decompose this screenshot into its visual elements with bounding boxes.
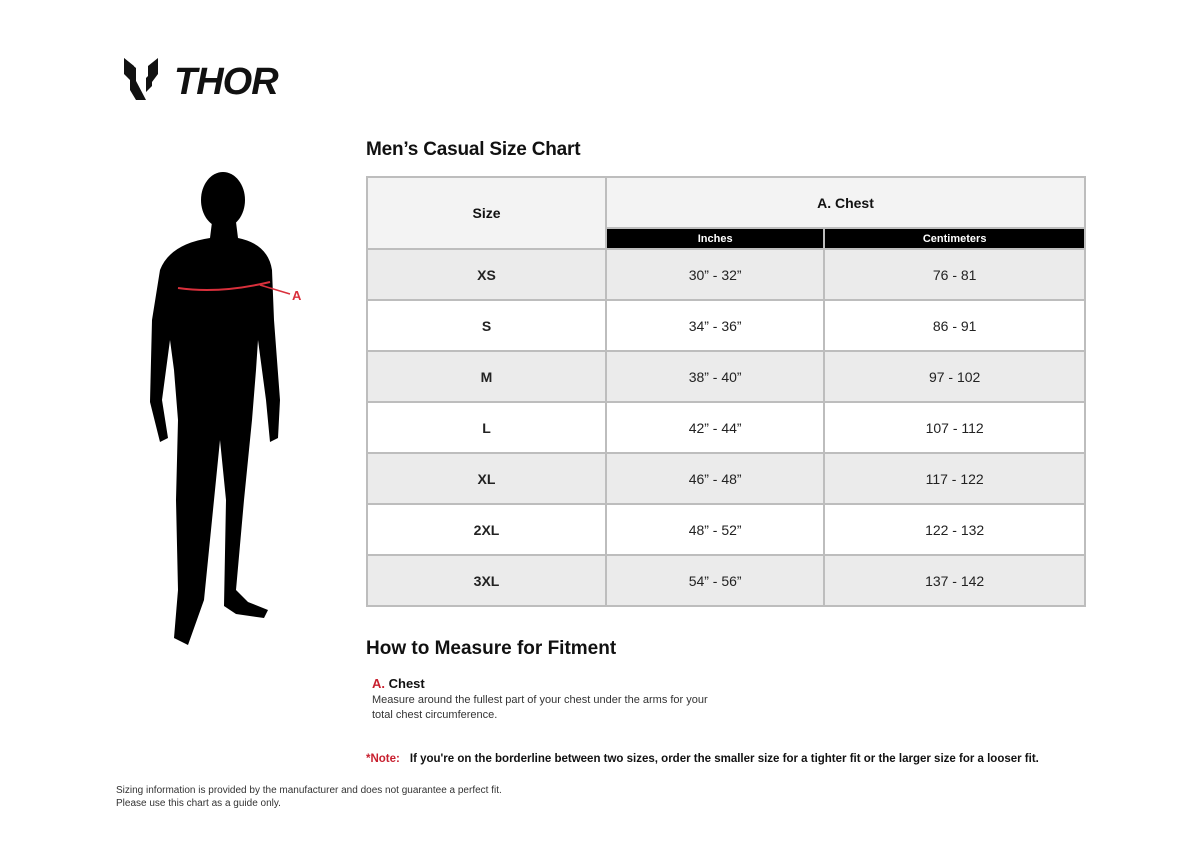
- size-cell: 2XL: [366, 503, 607, 556]
- inches-cell: 42” - 44”: [604, 401, 826, 454]
- table-row: 3XL 54” - 56” 137 - 142: [366, 554, 1086, 607]
- table-row: L 42” - 44” 107 - 112: [366, 401, 1086, 454]
- disclaimer-line-1: Sizing information is provided by the ma…: [116, 785, 502, 796]
- size-cell: XL: [366, 452, 607, 505]
- size-cell: M: [366, 350, 607, 403]
- fit-note: *Note: If you're on the borderline betwee…: [366, 753, 1039, 765]
- thor-logo: THOR: [124, 58, 280, 102]
- inches-cell: 38” - 40”: [604, 350, 826, 403]
- cm-cell: 76 - 81: [823, 248, 1086, 301]
- header-size: Size: [366, 176, 607, 250]
- size-cell: XS: [366, 248, 607, 301]
- table-row: XL 46” - 48” 117 - 122: [366, 452, 1086, 505]
- inches-cell: 34” - 36”: [604, 299, 826, 352]
- chest-description: Measure around the fullest part of your …: [372, 693, 732, 723]
- inches-cell: 48” - 52”: [604, 503, 826, 556]
- size-cell: L: [366, 401, 607, 454]
- table-row: S 34” - 36” 86 - 91: [366, 299, 1086, 352]
- size-chart-table: Size A. Chest Inches Centimeters XS 30” -…: [366, 175, 1086, 607]
- cm-cell: 137 - 142: [823, 554, 1086, 607]
- chest-letter: A.: [372, 676, 385, 691]
- disclaimer-line-2: Please use this chart as a guide only.: [116, 798, 281, 809]
- cm-cell: 107 - 112: [823, 401, 1086, 454]
- chest-heading: A. Chest: [372, 676, 425, 691]
- table-row: M 38” - 40” 97 - 102: [366, 350, 1086, 403]
- cm-cell: 97 - 102: [823, 350, 1086, 403]
- disclaimer: Sizing information is provided by the ma…: [116, 784, 502, 810]
- inches-cell: 54” - 56”: [604, 554, 826, 607]
- chest-label: Chest: [388, 676, 425, 691]
- note-label: *Note:: [366, 753, 400, 765]
- table-row: XS 30” - 32” 76 - 81: [366, 248, 1086, 301]
- desc-line-2: total chest circumference.: [372, 709, 498, 721]
- howto-title: How to Measure for Fitment: [366, 638, 617, 659]
- size-cell: S: [366, 299, 607, 352]
- cm-cell: 122 - 132: [823, 503, 1086, 556]
- header-inches: Inches: [604, 227, 826, 250]
- table-row: 2XL 48” - 52” 122 - 132: [366, 503, 1086, 556]
- header-centimeters: Centimeters: [823, 227, 1086, 250]
- inches-cell: 46” - 48”: [604, 452, 826, 505]
- desc-line-1: Measure around the fullest part of your …: [372, 694, 708, 706]
- header-chest: A. Chest: [605, 175, 1086, 230]
- body-silhouette: A: [150, 172, 302, 645]
- svg-text:THOR: THOR: [174, 61, 279, 102]
- cm-cell: 117 - 122: [823, 452, 1086, 505]
- page-title: Men’s Casual Size Chart: [366, 139, 581, 160]
- chest-marker-label: A: [292, 288, 302, 303]
- note-text: If you're on the borderline between two …: [409, 753, 1039, 765]
- size-cell: 3XL: [366, 554, 607, 607]
- cm-cell: 86 - 91: [823, 299, 1086, 352]
- inches-cell: 30” - 32”: [604, 248, 826, 301]
